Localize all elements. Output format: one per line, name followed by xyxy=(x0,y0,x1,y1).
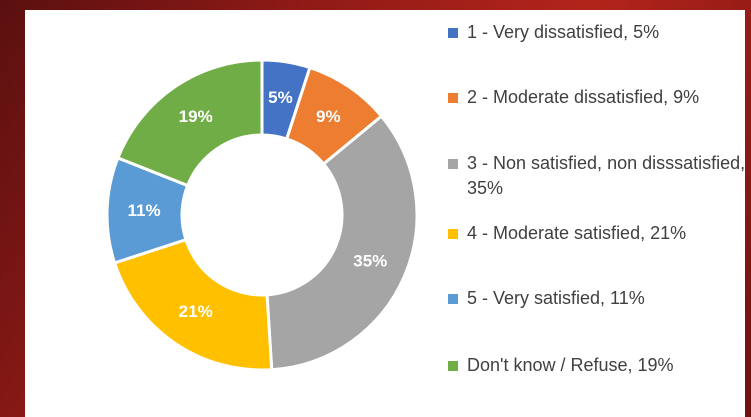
legend-label: 1 - Very dissatisfied, 5% xyxy=(467,22,660,42)
legend-item: 2 - Moderate dissatisfied, 9% xyxy=(445,85,751,110)
slice xyxy=(265,114,419,372)
legend-label: Don't know / Refuse, 19% xyxy=(467,355,674,375)
legend-swatch xyxy=(448,361,458,371)
legend-swatch xyxy=(448,294,458,304)
legend-label: 5 - Very satisfied, 11% xyxy=(467,288,645,308)
slice-label: 5% xyxy=(268,88,293,107)
slice xyxy=(115,58,264,188)
legend-swatch xyxy=(448,229,458,239)
legend-item: Don't know / Refuse, 19% xyxy=(445,353,751,378)
legend-label: 3 - Non satisfied, non disssatisfied, 35… xyxy=(467,153,746,198)
slice-label: 19% xyxy=(179,107,213,126)
legend: 1 - Very dissatisfied, 5% 2 - Moderate di… xyxy=(445,0,745,417)
slice-label: 21% xyxy=(179,302,213,321)
legend-item: 5 - Very satisfied, 11% xyxy=(445,286,751,311)
legend-label: 4 - Moderate satisfied, 21% xyxy=(467,223,687,243)
legend-item: 1 - Very dissatisfied, 5% xyxy=(445,20,751,45)
legend-item: 4 - Moderate satisfied, 21% xyxy=(445,221,751,246)
legend-swatch xyxy=(448,93,458,103)
legend-item: 3 - Non satisfied, non disssatisfied, 35… xyxy=(445,151,751,201)
legend-label: 2 - Moderate dissatisfied, 9% xyxy=(467,87,700,107)
slice-label: 9% xyxy=(316,107,341,126)
slice-label: 35% xyxy=(353,251,387,270)
legend-swatch xyxy=(448,159,458,169)
slice-label: 11% xyxy=(128,201,161,220)
slice xyxy=(112,237,274,372)
legend-swatch xyxy=(448,28,458,38)
